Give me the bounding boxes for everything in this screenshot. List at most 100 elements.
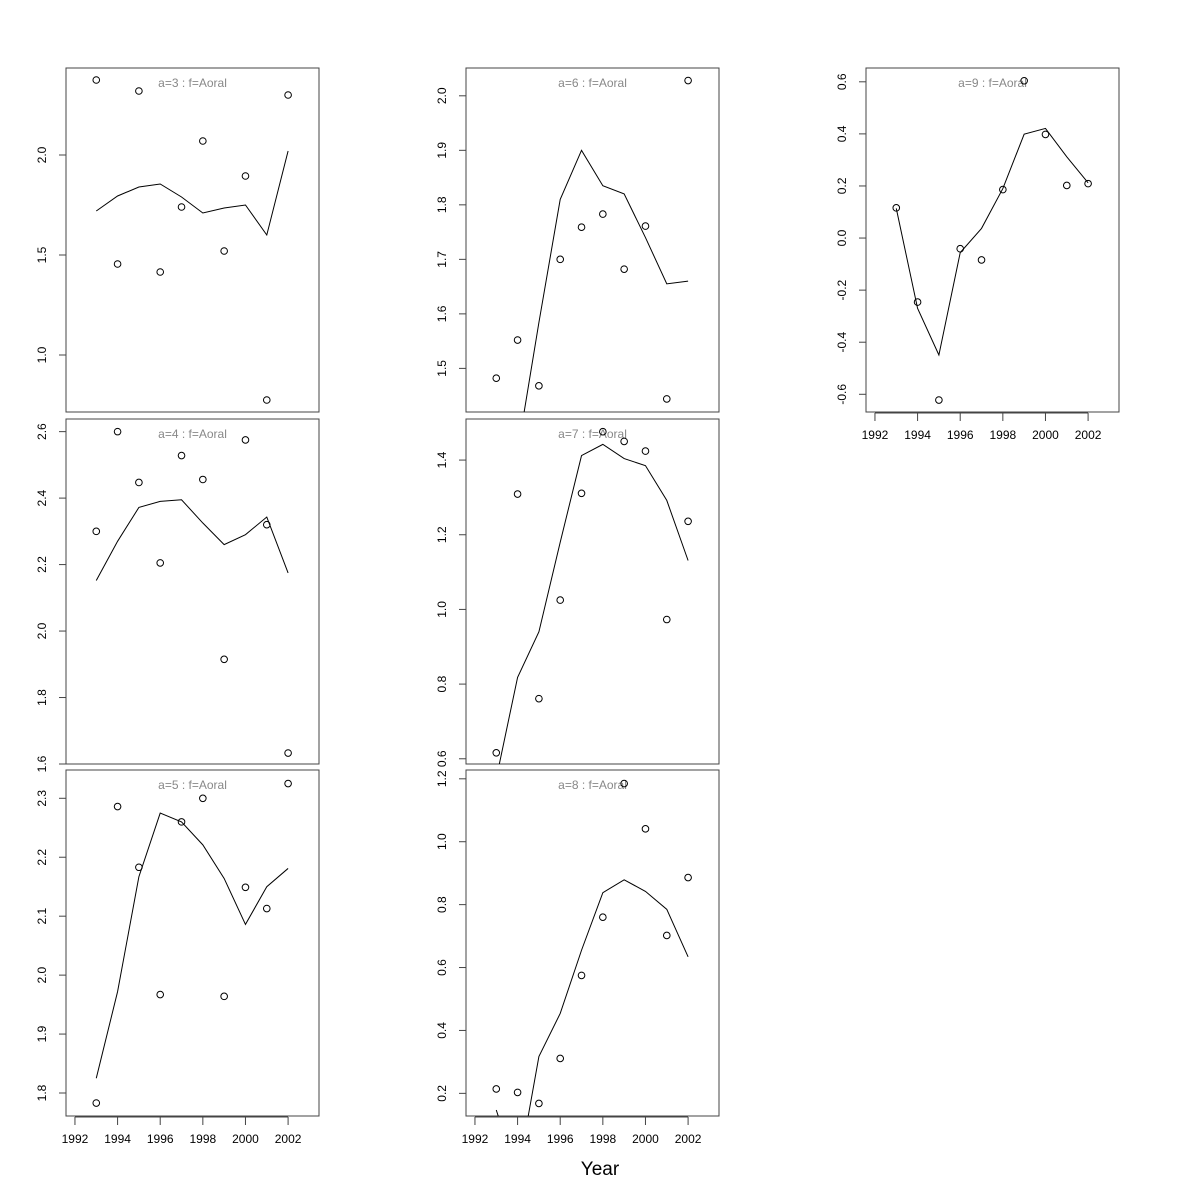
data-point [535, 1099, 543, 1108]
data-point [641, 447, 650, 455]
x-tick-label: 1992 [62, 1132, 89, 1146]
y-tick-label: 2.3 [35, 790, 49, 807]
x-tick-label: 1994 [104, 1132, 131, 1146]
data-point [684, 517, 692, 526]
plot-area [92, 427, 292, 757]
fitted-line [523, 149, 689, 412]
y-tick-label: 0.2 [435, 1085, 449, 1102]
data-point [177, 818, 186, 826]
data-point [513, 1088, 522, 1097]
panel-title: a=8 : f=Aoral [558, 778, 627, 792]
data-point [262, 520, 271, 529]
panel-7: a=9 : f=Aoral -0.6 -0.4 -0.2 0.0 0.2 0.4 0.6 199… [835, 67, 1120, 442]
x-tick-label: 1992 [462, 1132, 489, 1146]
plot-area [892, 76, 1092, 404]
data-point [220, 655, 228, 664]
data-point [492, 1085, 501, 1093]
data-point [620, 779, 628, 788]
x-tick-label: 2002 [275, 1132, 302, 1146]
fitted-line [95, 812, 289, 1079]
y-tick-label: 0.0 [835, 229, 849, 246]
data-point [662, 615, 671, 624]
data-point [599, 210, 607, 218]
data-point [199, 794, 207, 803]
data-point [92, 1099, 101, 1107]
data-point [535, 694, 543, 703]
data-point [1062, 181, 1071, 190]
y-tick-label: 1.5 [435, 360, 449, 377]
data-point [92, 527, 101, 536]
data-point [892, 204, 901, 212]
panel-frame [865, 67, 1120, 413]
panel-2: a=4 : f=Aoral 1.6 1.8 2.0 2.2 2.4 2.6 [35, 418, 320, 772]
y-tick-label: 1.0 [435, 601, 449, 618]
data-point [577, 489, 586, 498]
x-tick-label: 1992 [862, 428, 889, 442]
y-tick-label: 1.0 [35, 346, 49, 363]
data-point [662, 931, 671, 940]
y-tick-label: 0.2 [835, 177, 849, 194]
data-point [241, 172, 250, 180]
data-point [241, 883, 250, 892]
panel-3: a=5 : f=Aoral 1.8 1.9 2.0 2.1 2.2 2.3 1992 1994 1… [35, 769, 320, 1146]
x-tick-label: 1998 [189, 1132, 216, 1146]
data-point [135, 863, 143, 872]
data-point [556, 255, 565, 264]
data-point [492, 748, 501, 757]
plot-area [92, 76, 292, 404]
data-point [113, 802, 122, 811]
data-point [241, 436, 250, 444]
x-tick-label: 1994 [504, 1132, 531, 1146]
data-point [135, 87, 143, 95]
panel-frame [465, 418, 720, 765]
x-tick-label: 1996 [147, 1132, 174, 1146]
y-tick-label: 2.0 [435, 87, 449, 104]
fitted-line [498, 443, 689, 764]
plot-area [492, 76, 692, 412]
panel-title: a=3 : f=Aoral [158, 76, 227, 90]
x-tick-label: 2000 [632, 1132, 659, 1146]
data-point [935, 396, 943, 404]
fitted-line [895, 127, 1089, 357]
data-point [135, 478, 143, 487]
data-point [662, 395, 671, 403]
fitted-line [95, 499, 289, 581]
x-axis-label: Year [580, 1159, 620, 1180]
y-tick-label: 1.2 [435, 526, 449, 543]
panel-title: a=7 : f=Aoral [558, 427, 627, 441]
data-point [556, 596, 565, 604]
data-point [977, 256, 986, 264]
panel-frame [465, 769, 720, 1117]
y-tick-label: 2.2 [35, 849, 49, 866]
x-tick-label: 1994 [904, 428, 931, 442]
data-point [535, 382, 543, 390]
x-tick-label: 1998 [989, 428, 1016, 442]
data-point [284, 779, 292, 788]
data-point [220, 992, 228, 1001]
data-point [641, 222, 650, 230]
y-tick-label: 0.4 [435, 1022, 449, 1039]
data-point [956, 244, 965, 253]
data-point [492, 374, 501, 382]
y-tick-label: 1.8 [35, 1084, 49, 1101]
data-point [684, 873, 692, 882]
y-tick-label: 0.6 [835, 73, 849, 90]
data-point [620, 437, 628, 446]
y-tick-label: 2.2 [35, 556, 49, 573]
x-tick-label: 1996 [947, 428, 974, 442]
y-tick-label: -0.2 [835, 279, 849, 300]
data-point [262, 396, 271, 404]
y-tick-label: 1.6 [35, 755, 49, 772]
y-tick-label: 2.4 [35, 489, 49, 506]
y-tick-label: 0.8 [435, 675, 449, 692]
data-point [156, 268, 165, 276]
panel-title: a=5 : f=Aoral [158, 778, 227, 792]
data-point [513, 490, 522, 498]
y-tick-label: 1.4 [435, 451, 449, 468]
data-point [113, 260, 122, 268]
data-point [199, 137, 207, 145]
y-tick-label: 0.4 [835, 125, 849, 142]
fitted-line [495, 879, 689, 1116]
y-tick-label: -0.6 [835, 384, 849, 405]
